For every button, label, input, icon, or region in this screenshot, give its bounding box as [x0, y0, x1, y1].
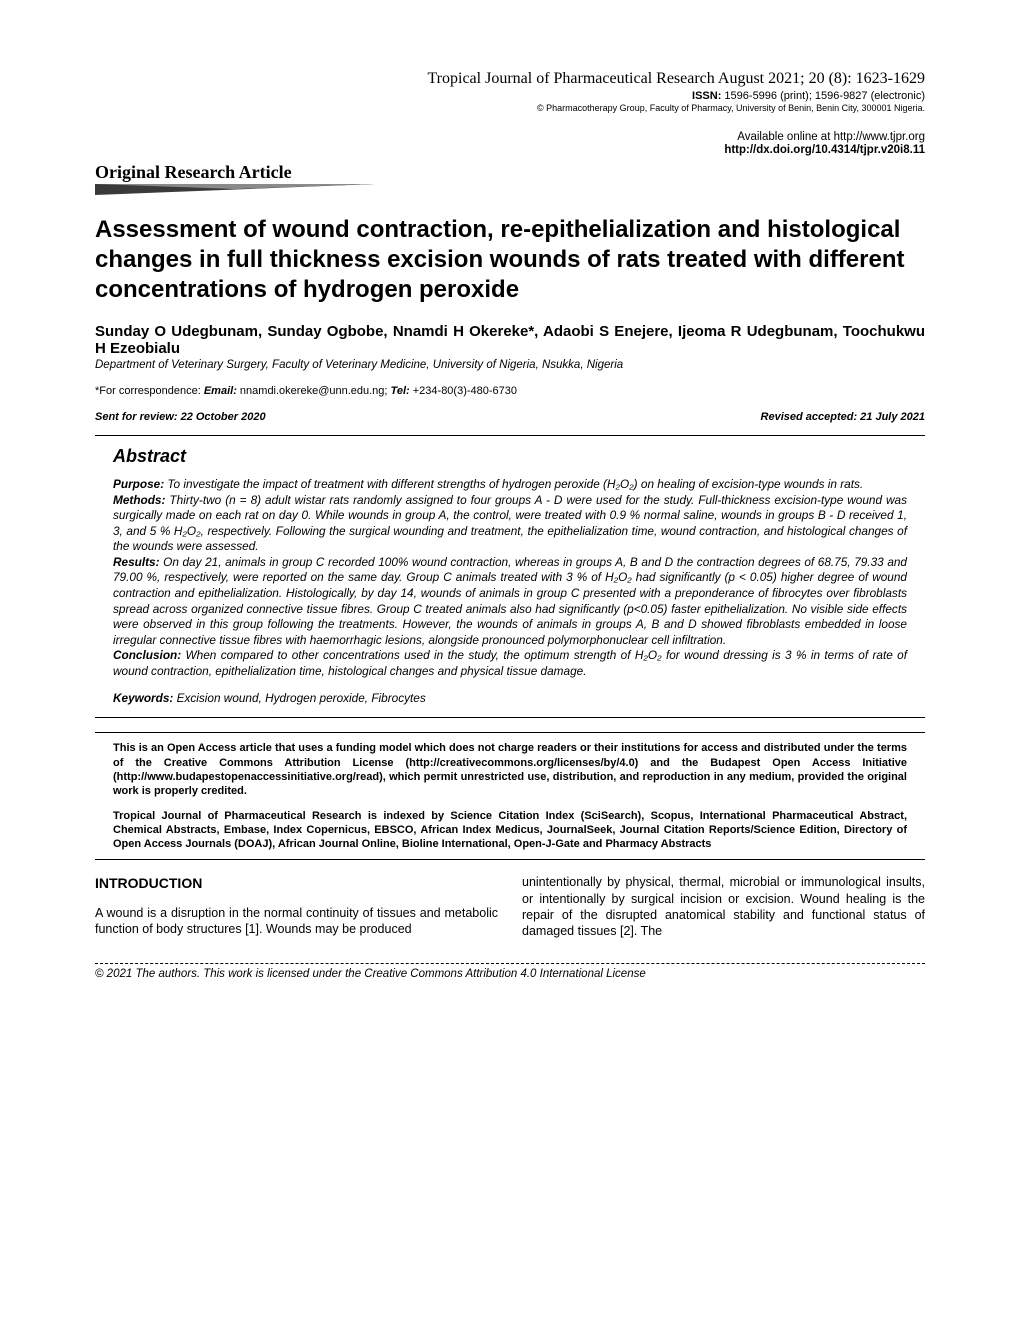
purpose-label: Purpose: — [113, 477, 164, 491]
methods-label: Methods: — [113, 493, 165, 507]
review-dates: Sent for review: 22 October 2020 Revised… — [95, 411, 925, 423]
page-container: Tropical Journal of Pharmaceutical Resea… — [0, 0, 1020, 1020]
email-label: Email: — [204, 385, 240, 397]
open-access-box: This is an Open Access article that uses… — [95, 732, 925, 860]
correspondence-email: nnamdi.okereke@unn.edu.ng; — [240, 385, 391, 397]
article-title: Assessment of wound contraction, re-epit… — [95, 215, 925, 305]
article-type: Original Research Article — [95, 162, 925, 183]
conclusion-text: When compared to other concentrations us… — [113, 648, 907, 678]
sent-review-date: Sent for review: 22 October 2020 — [95, 411, 266, 423]
separator-icon — [95, 181, 375, 195]
author-list: Sunday O Udegbunam, Sunday Ogbobe, Nnamd… — [95, 323, 925, 357]
introduction-heading: INTRODUCTION — [95, 874, 498, 892]
column-left: INTRODUCTION A wound is a disruption in … — [95, 874, 498, 939]
oa-paragraph-2: Tropical Journal of Pharmaceutical Resea… — [113, 809, 907, 852]
copyright-line: © Pharmacotherapy Group, Faculty of Phar… — [95, 103, 925, 113]
journal-header: Tropical Journal of Pharmaceutical Resea… — [95, 70, 925, 88]
footer-separator — [95, 963, 925, 964]
author-affiliation: Department of Veterinary Surgery, Facult… — [95, 359, 925, 371]
tel-label: Tel: — [391, 385, 413, 397]
abstract-heading: Abstract — [113, 446, 907, 467]
intro-text-left: A wound is a disruption in the normal co… — [95, 905, 498, 938]
keywords-text: Excision wound, Hydrogen peroxide, Fibro… — [173, 691, 425, 705]
abstract-conclusion: Conclusion: When compared to other conce… — [113, 648, 907, 679]
column-right: unintentionally by physical, thermal, mi… — [522, 874, 925, 939]
body-columns: INTRODUCTION A wound is a disruption in … — [95, 874, 925, 939]
abstract-box: Abstract Purpose: To investigate the imp… — [95, 435, 925, 718]
issn-label: ISSN: — [692, 90, 721, 102]
keywords-line: Keywords: Excision wound, Hydrogen perox… — [113, 691, 907, 705]
footer-license: © 2021 The authors. This work is license… — [95, 968, 925, 980]
results-label: Results: — [113, 555, 160, 569]
intro-text-right: unintentionally by physical, thermal, mi… — [522, 874, 925, 939]
correspondence-label: *For correspondence: — [95, 385, 204, 397]
abstract-purpose: Purpose: To investigate the impact of tr… — [113, 477, 907, 493]
issn-text: 1596-5996 (print); 1596-9827 (electronic… — [721, 90, 925, 102]
revised-accepted-date: Revised accepted: 21 July 2021 — [761, 411, 925, 423]
abstract-methods: Methods: Thirty-two (n = 8) adult wistar… — [113, 493, 907, 555]
correspondence-line: *For correspondence: Email: nnamdi.okere… — [95, 385, 925, 397]
purpose-text: To investigate the impact of treatment w… — [164, 477, 863, 491]
keywords-label: Keywords: — [113, 691, 173, 705]
oa-paragraph-1: This is an Open Access article that uses… — [113, 741, 907, 798]
doi-link[interactable]: http://dx.doi.org/10.4314/tjpr.v20i8.11 — [95, 144, 925, 156]
correspondence-tel: +234-80(3)-480-6730 — [413, 385, 517, 397]
abstract-results: Results: On day 21, animals in group C r… — [113, 555, 907, 648]
methods-text: Thirty-two (n = 8) adult wistar rats ran… — [113, 493, 907, 554]
issn-line: ISSN: 1596-5996 (print); 1596-9827 (elec… — [95, 90, 925, 102]
available-online: Available online at http://www.tjpr.org — [95, 131, 925, 143]
conclusion-label: Conclusion: — [113, 648, 181, 662]
results-text: On day 21, animals in group C recorded 1… — [113, 555, 907, 647]
